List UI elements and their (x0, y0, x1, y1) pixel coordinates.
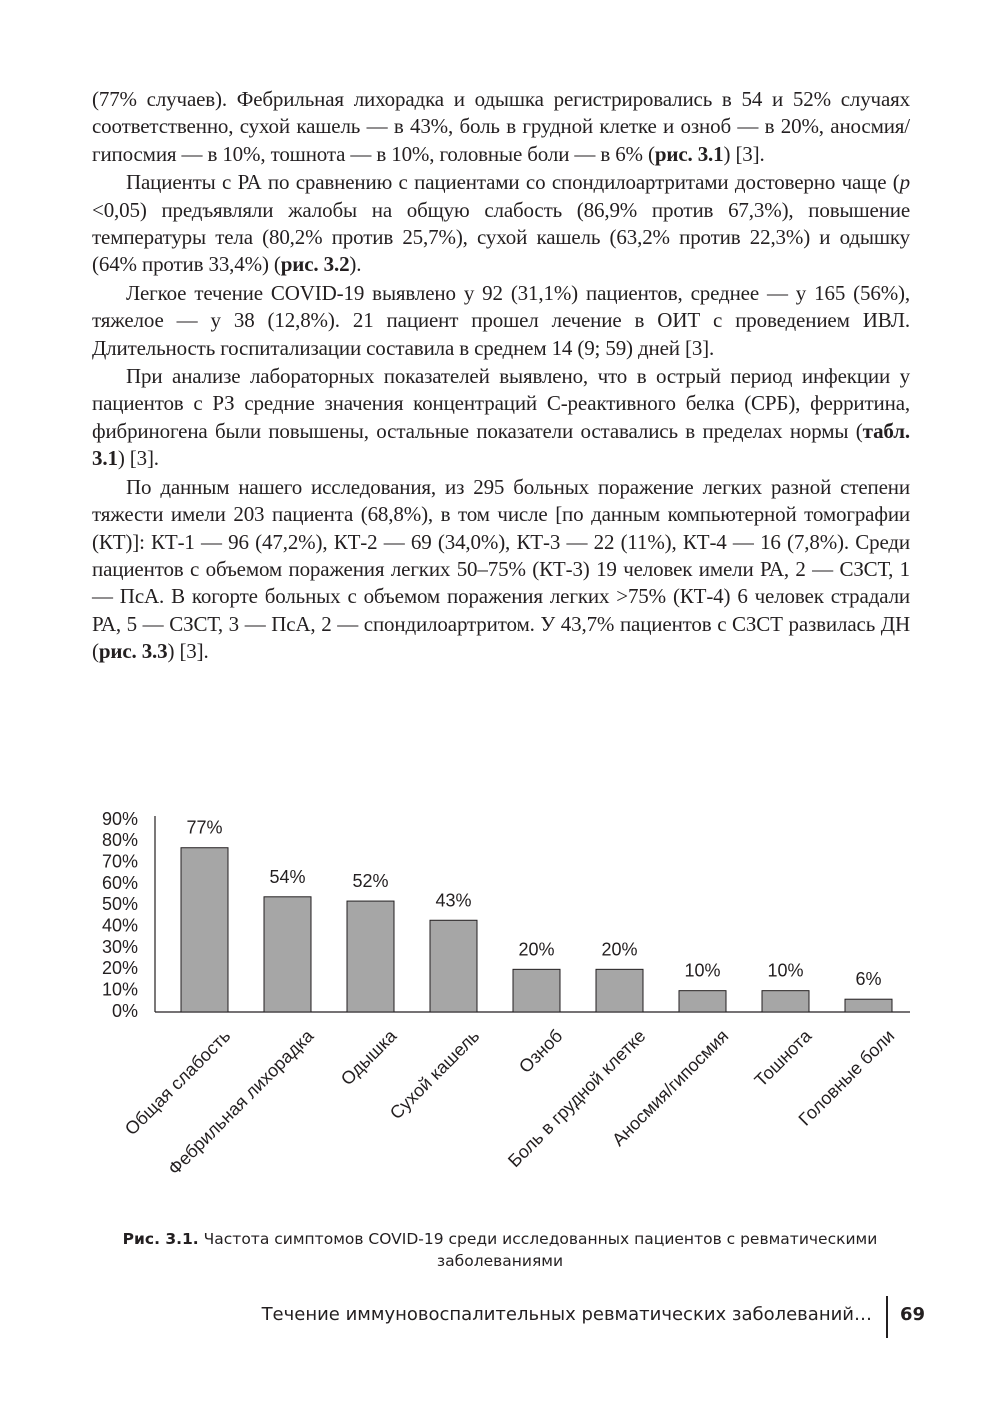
x-tick-label: Фебрильная лихорадка (164, 1025, 318, 1179)
bar (512, 968, 561, 1013)
reference: рис. 3.2 (280, 252, 350, 277)
y-tick-label: 80% (102, 830, 138, 850)
x-tick-label: Озноб (515, 1026, 566, 1077)
y-tick-label: 0% (112, 1001, 138, 1021)
x-tick-label: Одышка (337, 1025, 401, 1089)
data-label: 77% (186, 818, 222, 838)
paragraph: При анализе лабораторных показателей выя… (92, 363, 910, 473)
text-run: По данным нашего исследования, из 295 бо… (92, 474, 910, 664)
y-tick-label: 60% (102, 873, 138, 893)
chart: 0%10%20%30%40%50%60%70%80%90% 77%Общая сл… (102, 809, 910, 1179)
y-tick-label: 30% (102, 937, 138, 957)
body-text: (77% случаев). Фебрильная лихорадка и од… (92, 86, 910, 666)
data-label: 43% (435, 890, 471, 910)
y-tick-label: 20% (102, 958, 138, 978)
bar (844, 998, 893, 1013)
text-run: Пациенты с РА по сравнению с пациентами … (126, 170, 900, 195)
footer-divider (886, 1296, 888, 1338)
paragraph: (77% случаев). Фебрильная лихорадка и од… (92, 86, 910, 168)
paragraph: Легкое течение COVID-19 выявлено у 92 (3… (92, 280, 910, 362)
x-tick-label: Сухой кашель (386, 1026, 484, 1124)
text-run: Легкое течение COVID-19 выявлено у 92 (3… (92, 280, 910, 360)
paragraph: Пациенты с РА по сравнению с пациентами … (92, 169, 910, 279)
bar (429, 919, 478, 1013)
text-run: При анализе лабораторных показателей выя… (92, 364, 910, 443)
text-run: (77% случаев). Фебрильная лихорадка и од… (92, 87, 910, 166)
footer: Течение иммуновоспалительных ревматическ… (0, 1296, 1000, 1338)
x-tick-label: Тошнота (751, 1025, 817, 1091)
bar (678, 990, 727, 1013)
page-number: 69 (900, 1304, 926, 1325)
bar (263, 896, 312, 1013)
text-run: ) [3]. (723, 141, 765, 166)
data-label: 6% (855, 969, 881, 989)
data-label: 52% (352, 871, 388, 891)
italic-text: p (899, 170, 911, 195)
data-label: 10% (684, 961, 720, 981)
caption-label: Рис. 3.1. (122, 1230, 199, 1248)
text-run: <0,05) предъявляли жалобы на общую слабо… (92, 197, 910, 277)
reference: табл. 3.1 (92, 418, 910, 471)
paragraph: По данным нашего исследования, из 295 бо… (92, 474, 910, 666)
bar (346, 900, 395, 1013)
data-label: 20% (601, 939, 637, 959)
running-title: Течение иммуновоспалительных ревматическ… (261, 1304, 872, 1325)
reference: рис. 3.1 (654, 141, 724, 166)
bar (595, 968, 644, 1013)
text-run: ) [3]. (167, 639, 209, 664)
y-tick-label: 90% (102, 809, 138, 829)
data-label: 10% (767, 961, 803, 981)
reference: рис. 3.3 (98, 639, 168, 664)
y-tick-label: 10% (102, 979, 138, 999)
x-tick-label: Боль в грудной клетке (504, 1026, 649, 1171)
y-tick-label: 40% (102, 915, 138, 935)
y-tick-label: 70% (102, 851, 138, 871)
bar (180, 847, 229, 1013)
text-run: ) [3]. (117, 446, 159, 471)
data-label: 20% (518, 939, 554, 959)
text-run: ). (349, 252, 362, 277)
bar (761, 990, 810, 1013)
y-tick-label: 50% (102, 894, 138, 914)
data-label: 54% (269, 867, 305, 887)
figure-caption: Рис. 3.1. Частота симптомов COVID-19 сре… (90, 1228, 910, 1272)
caption-text: Частота симптомов COVID-19 среди исследо… (203, 1230, 878, 1270)
